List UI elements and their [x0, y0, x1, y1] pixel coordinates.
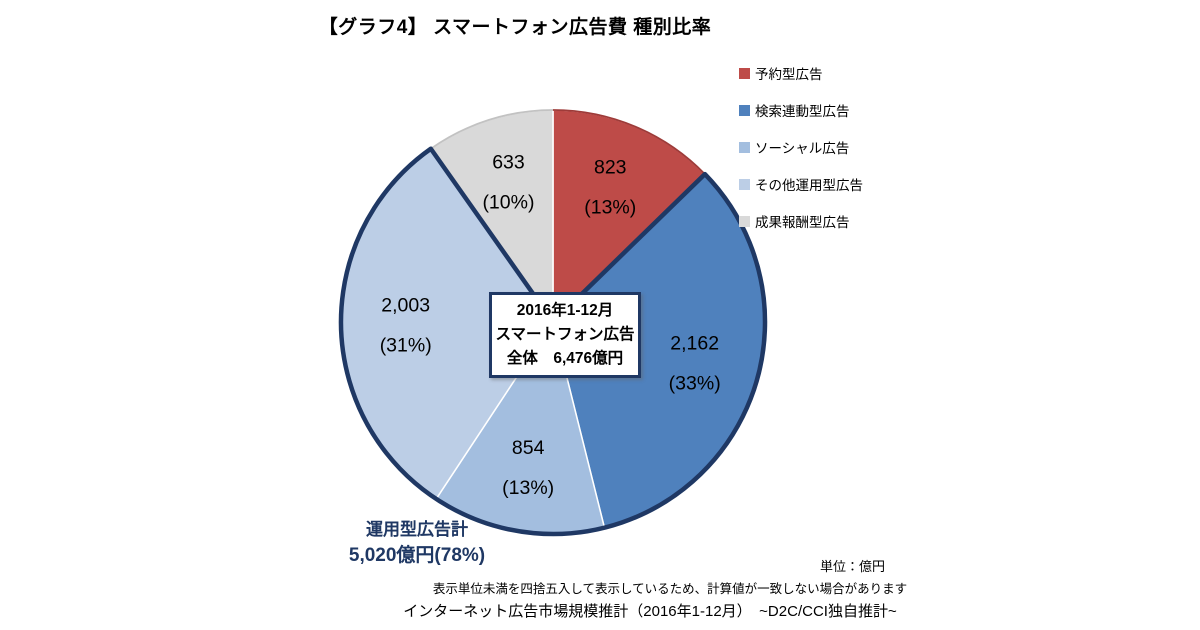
pie-slice-rim [552, 109, 706, 175]
callout-total: 全体 6,476億円 [506, 350, 624, 367]
legend-label: 予約型広告 [755, 67, 823, 82]
slice-label-1: 2,162 (33%) [669, 332, 721, 394]
legend-item-3: その他運用型広告 [739, 177, 863, 193]
rounding-note: 表示単位未満を四捨五入して表示しているため、計算値が一致しない場合があります [432, 582, 908, 596]
legend-label: その他運用型広告 [755, 178, 863, 193]
group-total-annotation: 運用型広告計 5,020億円(78%) [322, 518, 512, 569]
legend-label: 成果報酬型広告 [755, 215, 850, 230]
legend-swatch-icon [739, 178, 750, 190]
legend-swatch-icon [739, 141, 750, 153]
legend-item-4: 成果報酬型広告 [739, 214, 863, 230]
slice-label-2: 854 (13%) [502, 437, 554, 499]
legend-item-2: ソーシャル広告 [739, 140, 863, 156]
pie-slice-rim [430, 109, 554, 150]
legend-swatch-icon [739, 67, 750, 79]
legend-item-0: 予約型広告 [739, 66, 863, 82]
pie-center-callout: 2016年1-12月 スマートフォン広告 全体 6,476億円 [489, 292, 641, 378]
group-total-value: 5,020億円(78%) [348, 545, 486, 566]
group-total-label: 運用型広告計 [366, 520, 468, 539]
legend-swatch-icon [739, 215, 750, 227]
callout-period: 2016年1-12月 [516, 302, 614, 319]
unit-note: 単位：億円 [820, 559, 886, 574]
legend-label: ソーシャル広告 [755, 141, 850, 156]
slice-label-4: 633 (10%) [482, 152, 534, 214]
legend-label: 検索連動型広告 [755, 104, 850, 119]
slice-label-0: 823 (13%) [584, 156, 636, 218]
group-outline [338, 146, 768, 537]
legend-item-1: 検索連動型広告 [739, 103, 863, 119]
source-note: インターネット広告市場規模推計（2016年1-12月） ~D2C/CCI独自推計… [403, 603, 897, 620]
slice-label-3: 2,003 (31%) [380, 294, 432, 356]
callout-category: スマートフォン広告 [495, 326, 635, 343]
legend-swatch-icon [739, 104, 750, 116]
chart-title: 【グラフ4】 スマートフォン広告費 種別比率 [318, 17, 712, 38]
legend: 予約型広告検索連動型広告 ソーシャル広告 その他運用型広告 成果報酬型広告 [739, 66, 863, 230]
